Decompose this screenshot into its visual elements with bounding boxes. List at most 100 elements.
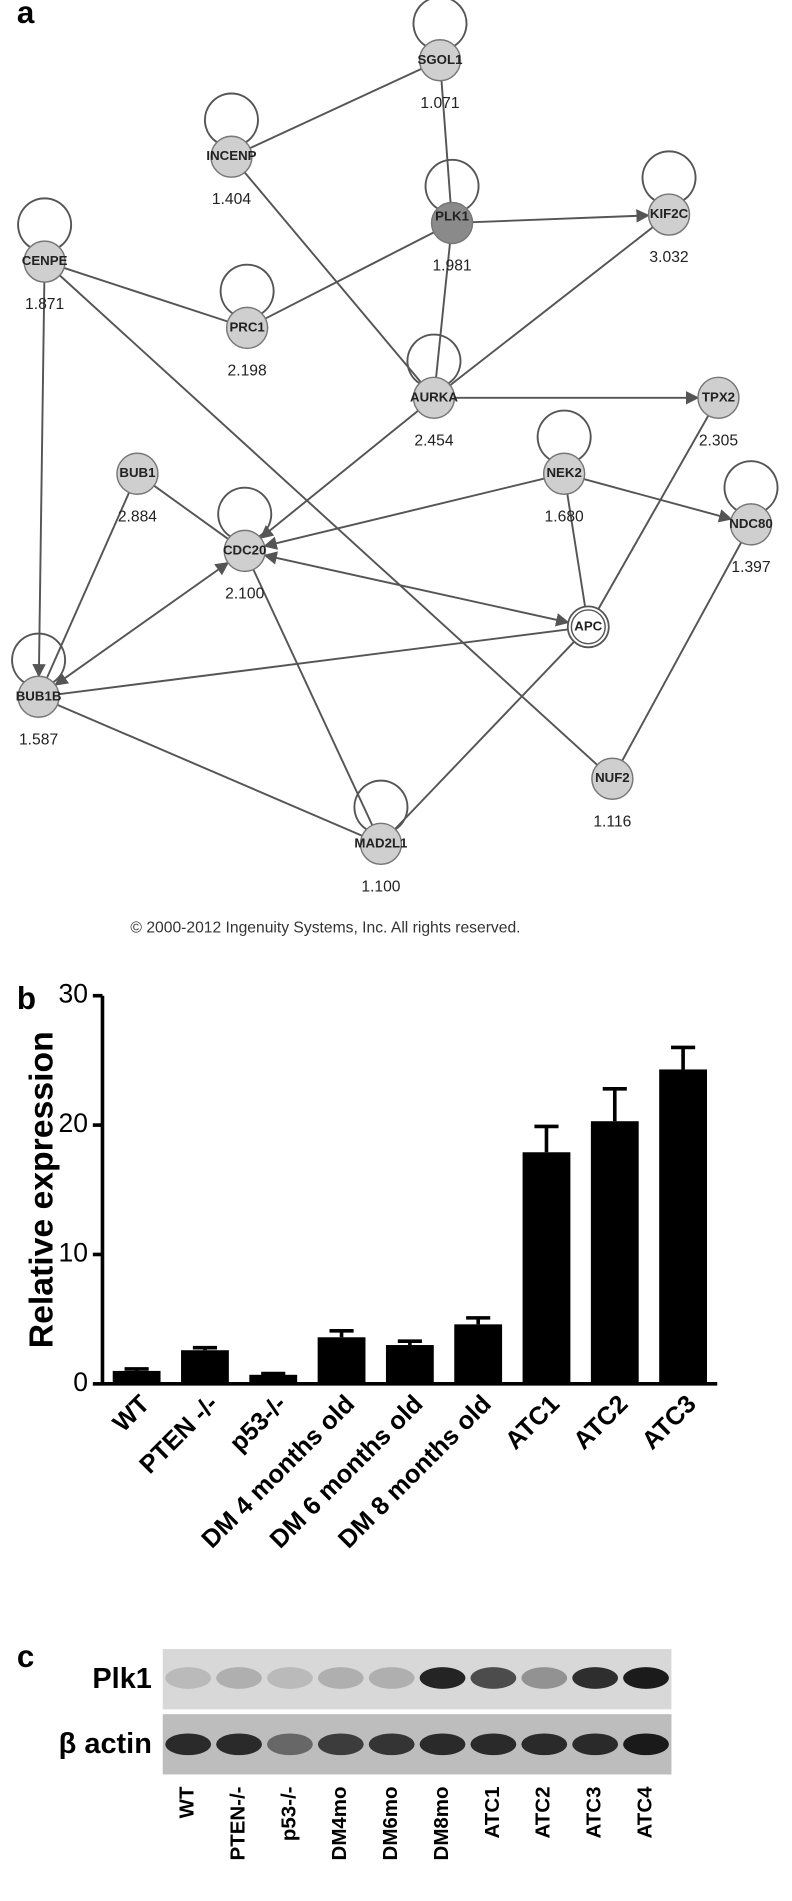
edge <box>249 67 422 149</box>
node <box>23 240 66 283</box>
band <box>317 1733 364 1756</box>
edge <box>583 478 733 523</box>
edge <box>259 409 419 539</box>
panel-label: c <box>17 1639 34 1674</box>
edge <box>440 80 452 203</box>
node-value: 1.680 <box>545 508 584 525</box>
x-tick-label: ATC1 <box>500 1390 565 1455</box>
bar <box>249 1374 298 1384</box>
node <box>729 503 773 546</box>
node-value: 1.116 <box>593 813 631 830</box>
node <box>430 201 474 245</box>
western-blot: WT PTEN-/- p53-/- DM4mo DM6mo DM8mo ATC1 ATC2 AT… <box>59 1649 672 1860</box>
self-loop <box>536 409 592 461</box>
band <box>216 1733 262 1756</box>
copyright: © 2000-2012 Ingenuity Systems, Inc. All … <box>130 919 520 936</box>
band <box>368 1733 415 1756</box>
band <box>267 1733 313 1756</box>
band <box>267 1667 313 1689</box>
edge <box>252 569 374 826</box>
panel-label: b <box>17 981 36 1016</box>
edge <box>59 274 598 766</box>
y-axis-label: Relative expression <box>22 1031 60 1348</box>
node-label: KIF2C <box>650 206 689 221</box>
self-loop <box>406 333 462 385</box>
node <box>418 39 462 82</box>
y-tick-label: 10 <box>59 1237 88 1267</box>
node-label: CDC20 <box>223 542 266 557</box>
bar <box>590 1121 639 1384</box>
band <box>419 1733 466 1756</box>
edge <box>63 267 228 323</box>
band <box>470 1667 517 1689</box>
edge <box>58 628 569 696</box>
node-value: 3.032 <box>649 249 688 266</box>
self-loop <box>11 632 67 684</box>
node-value: 1.404 <box>212 191 251 208</box>
edge <box>472 209 650 224</box>
bar <box>317 1337 366 1384</box>
bar <box>522 1152 571 1384</box>
band <box>572 1667 619 1689</box>
node-label: TPX2 <box>702 389 735 404</box>
band <box>317 1667 364 1689</box>
node-value: 1.100 <box>361 878 400 895</box>
node <box>210 135 253 178</box>
x-tick-label: WT <box>108 1390 156 1438</box>
node-label: PLK1 <box>435 208 469 223</box>
band <box>521 1667 568 1689</box>
node <box>223 529 266 573</box>
band <box>165 1733 212 1756</box>
edge <box>566 493 587 607</box>
node-value: 2.454 <box>414 432 453 449</box>
band <box>572 1733 619 1756</box>
node-label: SGOL1 <box>418 52 463 67</box>
node <box>412 376 456 420</box>
network: SGOL1 1.071 INCENP 1.404 PLK1 1.981 KIF2C 3.032… <box>11 0 779 895</box>
bar <box>112 1370 161 1384</box>
lane-label: DM4mo <box>328 1786 351 1860</box>
lane-label: ATC1 <box>481 1786 504 1838</box>
band <box>470 1733 517 1756</box>
self-loop <box>424 158 480 210</box>
row-label: Plk1 <box>92 1663 152 1695</box>
lane-label: ATC3 <box>583 1786 606 1838</box>
node-value: 2.884 <box>118 508 157 525</box>
node <box>566 605 610 649</box>
node <box>647 193 691 236</box>
band <box>216 1667 262 1689</box>
self-loop <box>353 779 409 831</box>
edge <box>54 561 230 686</box>
node-label: NUF2 <box>595 770 630 785</box>
bar <box>659 1069 708 1384</box>
y-tick-label: 30 <box>59 979 88 1009</box>
node-value: 1.397 <box>731 559 770 576</box>
lane-label: p53-/- <box>277 1786 300 1841</box>
lane-label: DM8mo <box>430 1786 453 1860</box>
band <box>368 1667 415 1689</box>
edge <box>621 541 743 762</box>
self-loop <box>203 92 259 144</box>
self-loop <box>17 197 73 248</box>
edge <box>449 226 654 386</box>
self-loop <box>217 486 273 538</box>
node-value: 2.100 <box>225 585 264 602</box>
edge <box>57 703 363 837</box>
node <box>359 822 403 866</box>
x-tick-label: ATC3 <box>637 1390 702 1455</box>
node-value: 1.071 <box>420 95 459 112</box>
edge <box>597 415 710 610</box>
lane-label: WT <box>176 1786 199 1818</box>
self-loop <box>641 150 697 201</box>
node-ring <box>570 609 606 645</box>
node-label: NEK2 <box>546 465 581 480</box>
node-label: NDC80 <box>729 516 772 531</box>
node <box>542 452 586 495</box>
edge <box>32 282 46 678</box>
band <box>419 1667 466 1689</box>
self-loop <box>219 263 275 315</box>
node <box>116 452 159 495</box>
bar <box>385 1345 434 1384</box>
